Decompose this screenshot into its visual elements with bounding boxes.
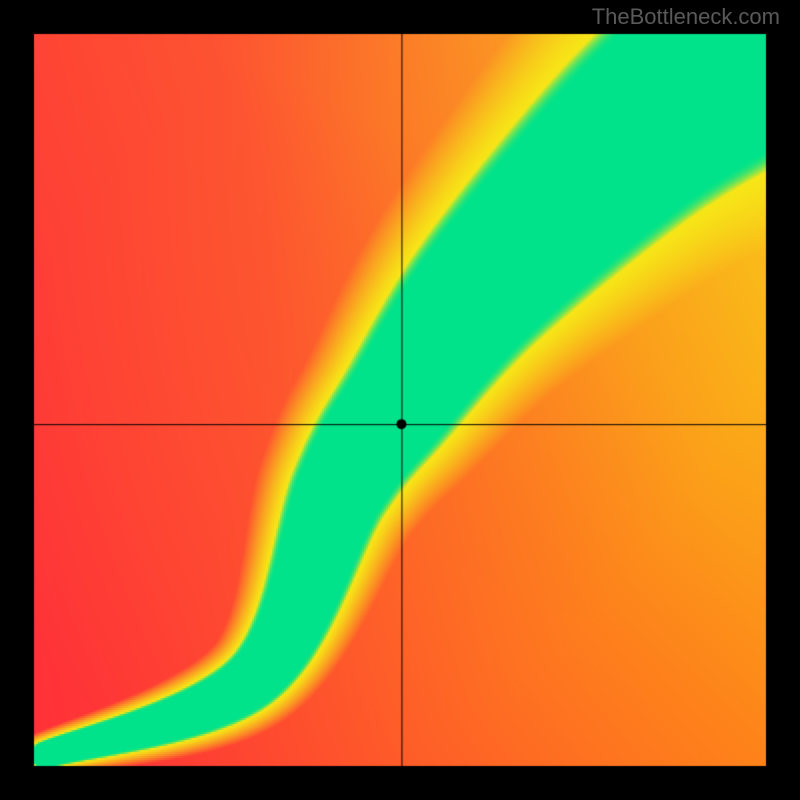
watermark-text: TheBottleneck.com <box>592 4 780 30</box>
heatmap-canvas <box>0 0 800 800</box>
chart-container: TheBottleneck.com <box>0 0 800 800</box>
